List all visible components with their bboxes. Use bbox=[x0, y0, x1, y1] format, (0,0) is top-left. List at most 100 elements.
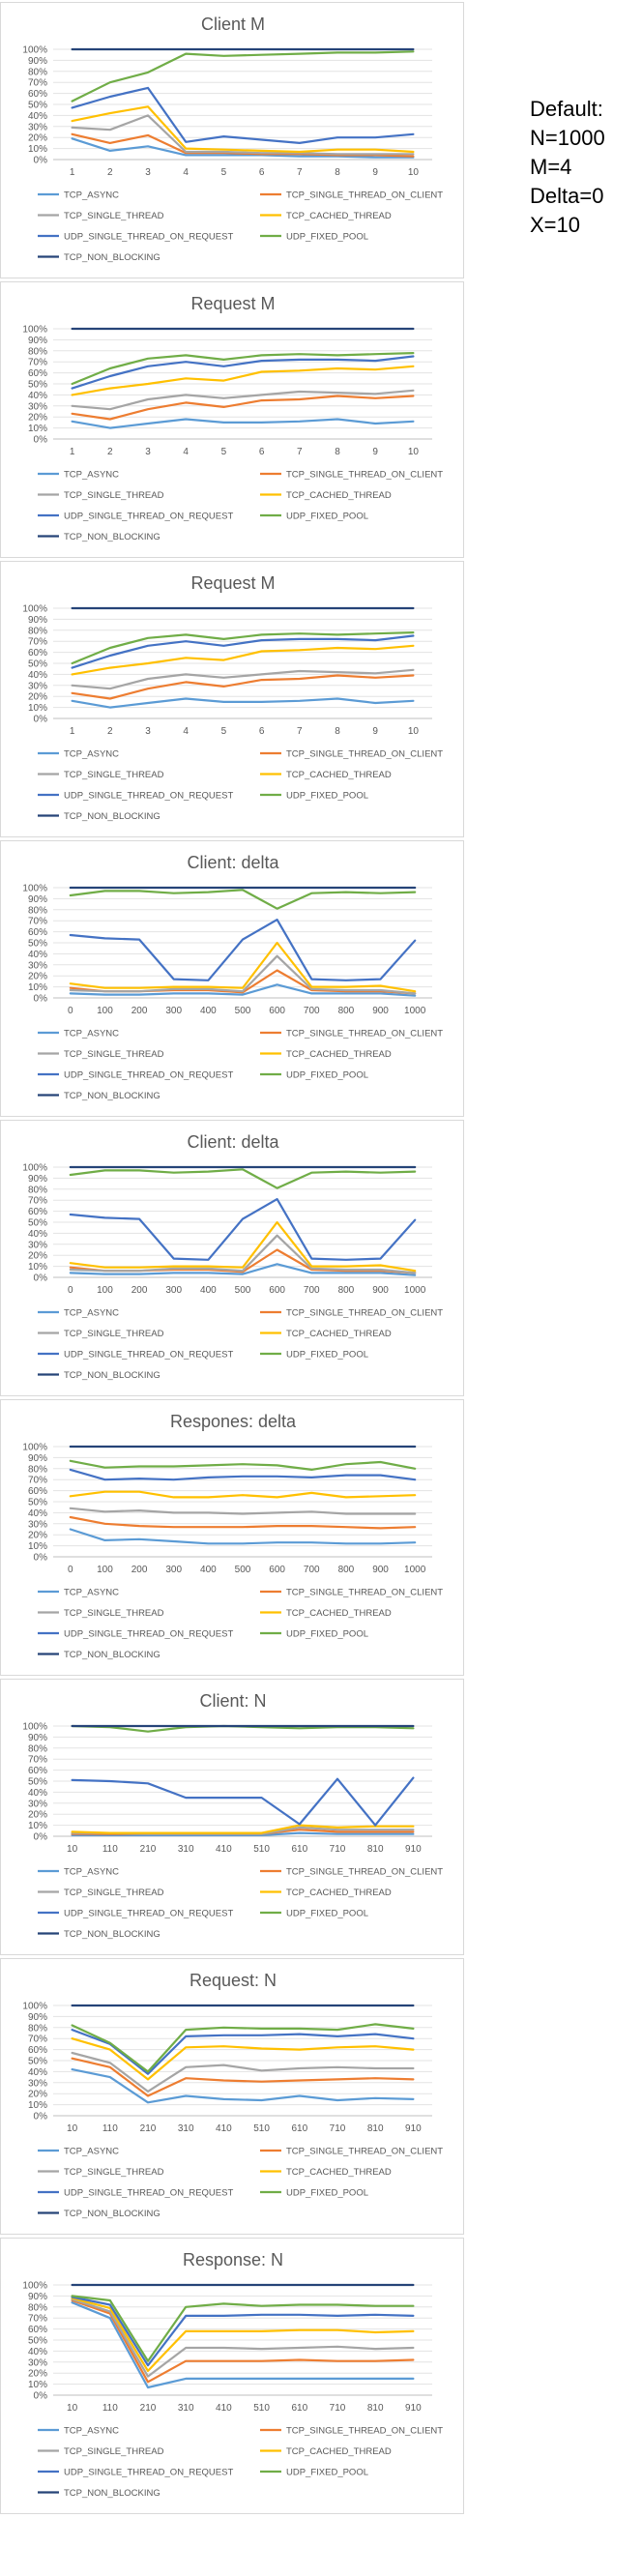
series-line-tcp-async bbox=[69, 983, 417, 997]
series-line-udp-single-thread-on-request bbox=[71, 634, 415, 669]
x-tick-label: 1 bbox=[70, 726, 75, 737]
x-tick-label: 910 bbox=[405, 1844, 422, 1855]
x-tick-label: 1 bbox=[70, 447, 75, 457]
x-tick-label: 410 bbox=[216, 2403, 232, 2414]
y-tick-label: 90% bbox=[28, 1733, 47, 1743]
x-tick-label: 700 bbox=[304, 1565, 320, 1575]
legend-label-udp-fixed-pool: UDP_FIXED_POOL bbox=[286, 1350, 368, 1361]
y-tick-label: 20% bbox=[28, 692, 47, 703]
legend-label-tcp-async: TCP_ASYNC bbox=[64, 1308, 119, 1319]
legend-label-udp-fixed-pool: UDP_FIXED_POOL bbox=[286, 1070, 368, 1081]
legend-label-tcp-non-blocking: TCP_NON_BLOCKING bbox=[64, 1091, 160, 1101]
legend-label-tcp-non-blocking: TCP_NON_BLOCKING bbox=[64, 1650, 160, 1660]
legend-label-tcp-single-thread-on-client: TCP_SINGLE_THREAD_ON_CLIENT bbox=[286, 470, 443, 481]
y-tick-label: 80% bbox=[28, 2302, 47, 2313]
x-tick-label: 1 bbox=[70, 167, 75, 178]
y-tick-label: 20% bbox=[28, 1251, 47, 1262]
x-tick-label: 510 bbox=[253, 2403, 270, 2414]
legend-label-tcp-cached-thread: TCP_CACHED_THREAD bbox=[286, 211, 392, 221]
legend-label-tcp-single-thread-on-client: TCP_SINGLE_THREAD_ON_CLIENT bbox=[286, 2147, 443, 2157]
legend-label-tcp-cached-thread: TCP_CACHED_THREAD bbox=[286, 1888, 392, 1898]
y-tick-label: 90% bbox=[28, 2292, 47, 2302]
legend-label-tcp-non-blocking: TCP_NON_BLOCKING bbox=[64, 2488, 160, 2499]
y-tick-label: 60% bbox=[28, 2045, 47, 2056]
legend-label-udp-fixed-pool: UDP_FIXED_POOL bbox=[286, 512, 368, 522]
y-tick-label: 0% bbox=[34, 435, 48, 446]
y-tick-label: 90% bbox=[28, 1174, 47, 1185]
x-tick-label: 710 bbox=[330, 1844, 346, 1855]
y-tick-label: 70% bbox=[28, 78, 47, 89]
x-tick-label: 6 bbox=[259, 447, 265, 457]
y-tick-label: 70% bbox=[28, 358, 47, 368]
legend-label-udp-single-thread-on-request: UDP_SINGLE_THREAD_ON_REQUEST bbox=[64, 232, 233, 243]
x-tick-label: 310 bbox=[178, 2403, 194, 2414]
legend-label-udp-single-thread-on-request: UDP_SINGLE_THREAD_ON_REQUEST bbox=[64, 1909, 233, 1919]
x-tick-label: 9 bbox=[372, 447, 378, 457]
y-tick-label: 90% bbox=[28, 615, 47, 626]
defaults-delta: Delta=0 bbox=[530, 184, 604, 208]
legend-label-udp-fixed-pool: UDP_FIXED_POOL bbox=[286, 1909, 368, 1919]
series-line-udp-single-thread-on-request bbox=[71, 2028, 415, 2075]
chart-panel-2: Request M 0% 10% 20% 30% 40% 50% 60% 70% 80% 90% 10… bbox=[0, 281, 464, 558]
y-tick-label: 70% bbox=[28, 2314, 47, 2325]
series-line-udp-single-thread-on-request bbox=[69, 918, 417, 981]
series-line-udp-fixed-pool bbox=[71, 2023, 415, 2073]
legend-label-tcp-non-blocking: TCP_NON_BLOCKING bbox=[64, 1370, 160, 1381]
x-tick-label: 10 bbox=[67, 2123, 78, 2134]
chart-title: Request: N bbox=[190, 1971, 277, 1990]
x-tick-label: 6 bbox=[259, 726, 265, 737]
series-line-tcp-cached-thread bbox=[71, 2037, 415, 2081]
x-tick-label: 110 bbox=[102, 2123, 118, 2134]
y-tick-label: 0% bbox=[34, 1553, 48, 1564]
legend-label-tcp-non-blocking: TCP_NON_BLOCKING bbox=[64, 532, 160, 542]
y-tick-label: 30% bbox=[28, 401, 47, 412]
y-tick-label: 80% bbox=[28, 626, 47, 636]
x-tick-label: 600 bbox=[269, 1285, 285, 1296]
chart-panel-1: Client M 0% 10% 20% 30% 40% 50% 60% 70% 80% 90% 100… bbox=[0, 2, 464, 278]
y-tick-label: 60% bbox=[28, 368, 47, 379]
x-tick-label: 300 bbox=[165, 1006, 182, 1016]
y-tick-label: 0% bbox=[34, 2112, 48, 2122]
series-line-udp-single-thread-on-request bbox=[69, 1197, 417, 1261]
y-tick-label: 50% bbox=[28, 2336, 47, 2347]
series-line-udp-fixed-pool bbox=[69, 1459, 417, 1472]
chart-svg: Response: N 0%10%20%30%40%50%60%70%80%90%… bbox=[22, 2250, 443, 2499]
x-tick-label: 10 bbox=[67, 2403, 78, 2414]
y-tick-label: 10% bbox=[28, 1541, 47, 1552]
legend-label-tcp-single-thread-on-client: TCP_SINGLE_THREAD_ON_CLIENT bbox=[286, 190, 443, 201]
legend-label-udp-single-thread-on-request: UDP_SINGLE_THREAD_ON_REQUEST bbox=[64, 791, 233, 802]
series-line-tcp-single-thread bbox=[69, 954, 417, 995]
legend-label-tcp-async: TCP_ASYNC bbox=[64, 470, 119, 481]
y-tick-label: 100% bbox=[22, 2281, 47, 2292]
series-line-tcp-async bbox=[69, 1263, 417, 1276]
y-tick-label: 40% bbox=[28, 1788, 47, 1799]
x-tick-label: 3 bbox=[145, 447, 151, 457]
x-tick-label: 4 bbox=[183, 167, 189, 178]
chart-svg: Request M0%10%20%30%40%50%60%70%80%90%10… bbox=[22, 294, 443, 542]
chart-svg: Client: delta0%10%20%30%40%50%60%70%80%9… bbox=[22, 1132, 443, 1381]
x-tick-label: 900 bbox=[372, 1006, 389, 1016]
chart-title: Response: N bbox=[183, 2250, 283, 2269]
legend-label-udp-fixed-pool: UDP_FIXED_POOL bbox=[286, 2468, 368, 2478]
series-line-tcp-single-thread bbox=[71, 114, 415, 156]
legend-label-udp-fixed-pool: UDP_FIXED_POOL bbox=[286, 791, 368, 802]
y-tick-label: 70% bbox=[28, 1755, 47, 1766]
chart-panel-4: Client: delta 0% 10% 20% 30% 40% 50% 60% 70% 80% 9… bbox=[0, 840, 464, 1117]
chart-svg: Request M0%10%20%30%40%50%60%70%80%90%10… bbox=[22, 573, 443, 822]
x-tick-label: 700 bbox=[304, 1006, 320, 1016]
x-tick-label: 7 bbox=[297, 726, 303, 737]
legend-label-tcp-single-thread: TCP_SINGLE_THREAD bbox=[64, 490, 164, 501]
x-tick-label: 710 bbox=[330, 2123, 346, 2134]
x-tick-label: 800 bbox=[338, 1006, 355, 1016]
x-tick-label: 8 bbox=[335, 726, 340, 737]
x-tick-label: 200 bbox=[131, 1285, 148, 1296]
series-line-tcp-single-thread-on-client bbox=[71, 2057, 415, 2097]
x-tick-label: 4 bbox=[183, 726, 189, 737]
chart-panel-6: Respones: delta 0% 10% 20% 30% 40% 50% 60% 70% 80… bbox=[0, 1399, 464, 1676]
y-tick-label: 50% bbox=[28, 1777, 47, 1788]
chart-title: Respones: delta bbox=[170, 1412, 297, 1431]
y-tick-label: 80% bbox=[28, 2023, 47, 2034]
series-line-tcp-cached-thread bbox=[71, 2297, 415, 2372]
series-line-tcp-cached-thread bbox=[69, 1490, 417, 1499]
y-tick-label: 0% bbox=[34, 715, 48, 725]
